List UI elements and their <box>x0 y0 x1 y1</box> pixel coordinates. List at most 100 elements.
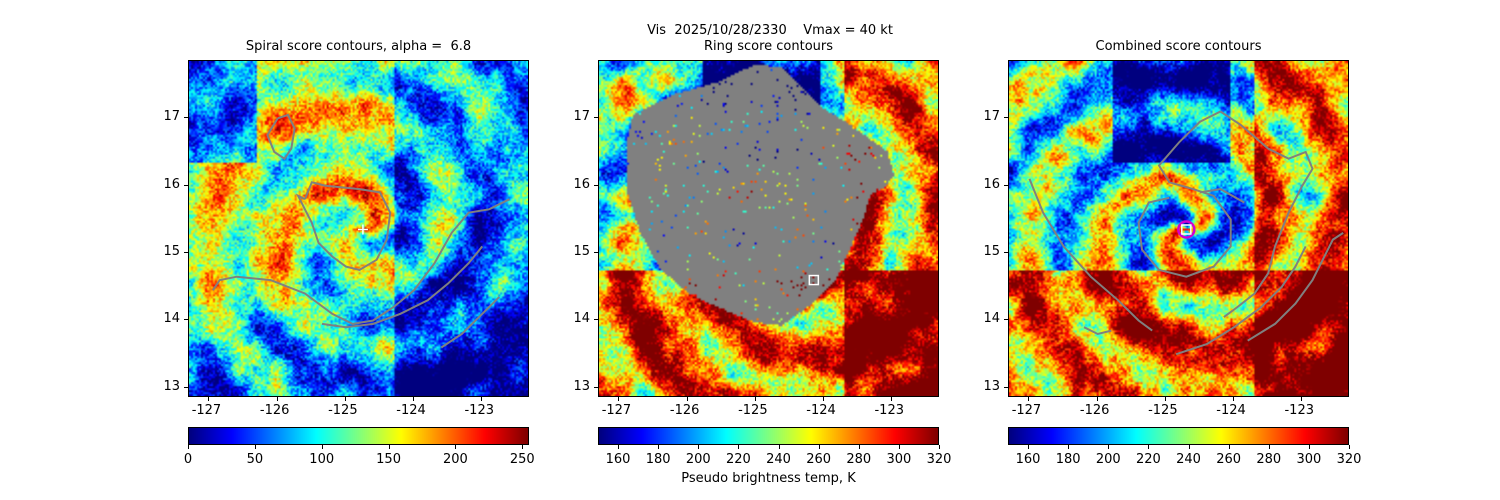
y-tick-mark <box>184 117 188 119</box>
y-tick-label: 13 <box>573 378 590 394</box>
x-tick-label: -127 <box>601 403 632 418</box>
colorbar-tick-mark <box>778 445 780 449</box>
y-tick-label: 14 <box>983 311 1000 327</box>
x-tick-label: -123 <box>464 403 494 418</box>
y-tick-label: 14 <box>573 311 590 327</box>
contour-line-4 <box>321 245 484 329</box>
colorbar-tick-mark <box>1188 445 1190 449</box>
colorbar-tick-label: 200 <box>443 452 468 467</box>
y-tick-mark <box>184 184 188 186</box>
y-tick-label: 13 <box>983 378 1000 394</box>
y-tick-mark <box>184 386 188 388</box>
y-tick-mark <box>184 319 188 321</box>
colorbar-tick-label: 0 <box>183 452 193 467</box>
y-tick-label: 14 <box>163 311 180 327</box>
x-tick-label: -126 <box>1079 403 1110 418</box>
x-tick-mark <box>618 397 620 401</box>
colorbar-tick-mark <box>1068 445 1070 449</box>
x-tick-label: -126 <box>669 403 700 418</box>
x-tick-mark <box>686 397 688 401</box>
contour-line-6 <box>1175 245 1307 356</box>
x-tick-mark <box>208 397 210 401</box>
contour-line-7 <box>1083 326 1112 336</box>
x-tick-label: -126 <box>259 403 290 418</box>
colorbar-tick-mark <box>658 445 660 449</box>
y-tick-label: 16 <box>163 176 180 192</box>
colorbar-tick-mark <box>321 445 323 449</box>
colorbar-tick-mark <box>254 445 256 449</box>
colorbar-tick-mark <box>818 445 820 449</box>
colorbar-tick-label: 150 <box>376 452 401 467</box>
x-tick-label: -127 <box>1011 403 1042 418</box>
y-tick-label: 17 <box>163 109 180 125</box>
colorbar-tick-label: 50 <box>246 452 264 467</box>
y-tick-mark <box>594 252 598 254</box>
panel-3-title: Combined score contours <box>1095 39 1262 54</box>
colorbar-tick-mark <box>522 445 524 449</box>
x-tick-label: -125 <box>328 403 358 418</box>
colorbar-tick-mark <box>1349 445 1350 449</box>
colorbar-tick-label: 300 <box>886 452 912 467</box>
x-tick-mark <box>823 397 825 401</box>
y-tick-label: 15 <box>573 244 590 260</box>
colorbar-tick-label: 240 <box>1176 452 1201 467</box>
colorbar-tick-mark <box>898 445 900 449</box>
colorbar-tick-label: 280 <box>846 452 872 467</box>
y-tick-label: 17 <box>983 109 1000 125</box>
colorbar-tick-mark <box>698 445 700 449</box>
x-tick-mark <box>481 397 483 401</box>
colorbar-tick-mark <box>858 445 860 449</box>
x-tick-mark <box>1233 397 1235 401</box>
y-tick-mark <box>594 386 598 388</box>
colorbar-tick-label: 320 <box>1336 452 1362 467</box>
ring-score-heatmap <box>598 60 939 397</box>
y-tick-mark <box>1004 117 1008 119</box>
x-tick-mark <box>1028 397 1030 401</box>
colorbar-tick-label: 100 <box>309 452 335 467</box>
colorbar-tick-mark <box>1228 445 1230 449</box>
colorbar-tick-label: 280 <box>1256 452 1282 467</box>
x-tick-label: -123 <box>874 403 904 418</box>
spiral-score-image <box>189 61 528 396</box>
combined-score-contours <box>1028 110 1344 356</box>
x-tick-label: -124 <box>806 403 836 418</box>
x-tick-mark <box>891 397 893 401</box>
y-tick-mark <box>594 184 598 186</box>
contour-line-2 <box>1219 110 1314 318</box>
x-tick-mark <box>413 397 415 401</box>
colorbar-tick-mark <box>1268 445 1270 449</box>
ring-score-image <box>599 61 938 396</box>
colorbar-tick-label: 180 <box>1055 452 1081 467</box>
contour-line-5 <box>1247 232 1344 342</box>
contour-line-1 <box>266 113 296 161</box>
colorbar-tick-mark <box>618 445 620 449</box>
colorbar-2 <box>598 427 939 445</box>
x-tick-label: -124 <box>1216 403 1246 418</box>
y-tick-mark <box>1004 319 1008 321</box>
colorbar-tick-mark <box>1028 445 1030 449</box>
colorbar-tick-label: 260 <box>806 452 832 467</box>
center-marker <box>808 274 820 286</box>
colorbar-tick-mark <box>1308 445 1310 449</box>
colorbar-tick-label: 180 <box>645 452 671 467</box>
colorbar-tick-label: 200 <box>685 452 711 467</box>
y-tick-label: 17 <box>573 109 590 125</box>
colorbar-tick-label: 220 <box>725 452 751 467</box>
panel-1-title: Spiral score contours, alpha = 6.8 <box>245 39 472 54</box>
y-tick-label: 16 <box>983 176 1000 192</box>
x-tick-label: -127 <box>191 403 222 418</box>
colorbar-tick-label: 300 <box>1296 452 1322 467</box>
colorbar-tick-mark <box>939 445 940 449</box>
y-tick-mark <box>1004 252 1008 254</box>
colorbar-tick-mark <box>1108 445 1110 449</box>
x-tick-label: -124 <box>396 403 426 418</box>
eye-ring <box>1177 220 1196 239</box>
contour-line-2 <box>295 181 392 271</box>
colorbar-2-label: Pseudo brightness temp, K <box>681 471 856 486</box>
colorbar-tick-label: 260 <box>1216 452 1242 467</box>
y-tick-mark <box>1004 184 1008 186</box>
y-tick-label: 16 <box>573 176 590 192</box>
y-tick-label: 15 <box>163 244 180 260</box>
x-tick-mark <box>1164 397 1166 401</box>
colorbar-tick-label: 250 <box>509 452 535 467</box>
